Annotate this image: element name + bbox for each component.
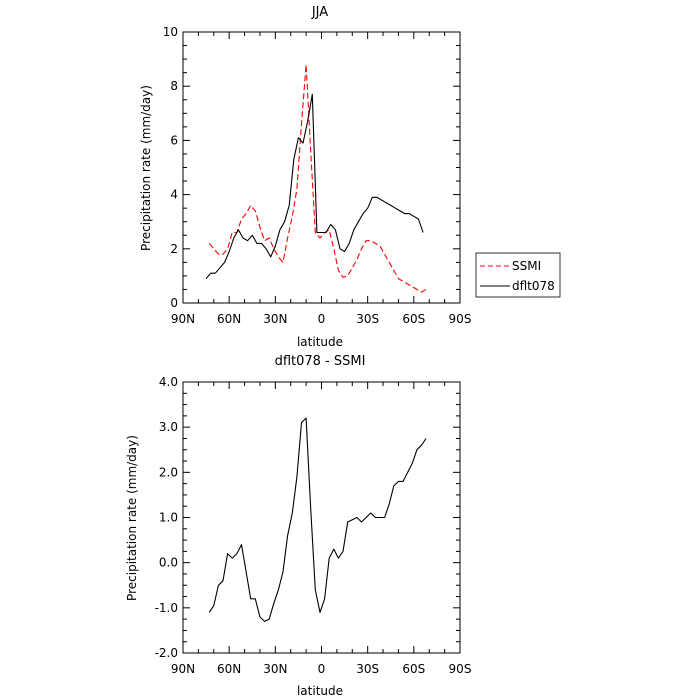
top-ytick-label: 6	[170, 133, 178, 147]
bottom-ytick-label: 1.0	[159, 511, 178, 525]
legend-dflt078-label: dflt078	[512, 279, 555, 293]
bottom-xtick-label: 60S	[402, 662, 425, 676]
bottom-xtick-label: 30N	[263, 662, 287, 676]
chart-marks: 90N 60N 30N 0 30S 60S 90S 0 2 4 6 8 10 90N 60N 30N 0 30S 6…	[155, 25, 472, 676]
bottom-xtick-label: 90S	[449, 662, 472, 676]
bottom-ytick-label: -1.0	[155, 601, 178, 615]
top-xtick-label: 60N	[217, 312, 241, 326]
top-ytick-label: 10	[163, 25, 178, 39]
bottom-xtick-label: 90N	[171, 662, 195, 676]
legend-box	[475, 252, 561, 298]
bottom-chart-title: dflt078 - SSMI	[275, 354, 366, 369]
bottom-xtick-label: 30S	[356, 662, 379, 676]
bottom-plot-frame	[182, 381, 461, 654]
top-series-ssmi-line	[208, 63, 427, 293]
top-xtick-label: 30N	[263, 312, 287, 326]
top-series-dflt078-line	[205, 93, 424, 279]
top-xtick-label: 0	[318, 312, 326, 326]
bottom-series-difference-line	[208, 417, 427, 622]
legend: SSMI dflt078	[475, 252, 561, 298]
bottom-ytick-label: 0.0	[159, 556, 178, 570]
top-ytick-label: 8	[170, 79, 178, 93]
top-xtick-label: 90N	[171, 312, 195, 326]
bottom-ytick-label: 3.0	[159, 420, 178, 434]
bottom-ytick-label: 2.0	[159, 465, 178, 479]
bottom-chart-xlabel: latitude	[297, 684, 343, 698]
top-ytick-label: 2	[170, 242, 178, 256]
top-xtick-label: 60S	[402, 312, 425, 326]
bottom-ytick-label: 4.0	[159, 375, 178, 389]
bottom-xtick-label: 60N	[217, 662, 241, 676]
legend-ssmi-label: SSMI	[512, 259, 541, 273]
bottom-xtick-label: 0	[318, 662, 326, 676]
top-ytick-label: 4	[170, 188, 178, 202]
bottom-ytick-label: -2.0	[155, 646, 178, 660]
top-chart-xlabel: latitude	[297, 335, 343, 349]
top-xtick-label: 30S	[356, 312, 379, 326]
top-chart-ylabel: Precipitation rate (mm/day)	[139, 85, 153, 251]
top-chart-title: JJA	[311, 5, 328, 20]
top-xtick-label: 90S	[449, 312, 472, 326]
top-ytick-label: 0	[170, 296, 178, 310]
bottom-chart-ylabel: Precipitation rate (mm/day)	[125, 435, 139, 601]
